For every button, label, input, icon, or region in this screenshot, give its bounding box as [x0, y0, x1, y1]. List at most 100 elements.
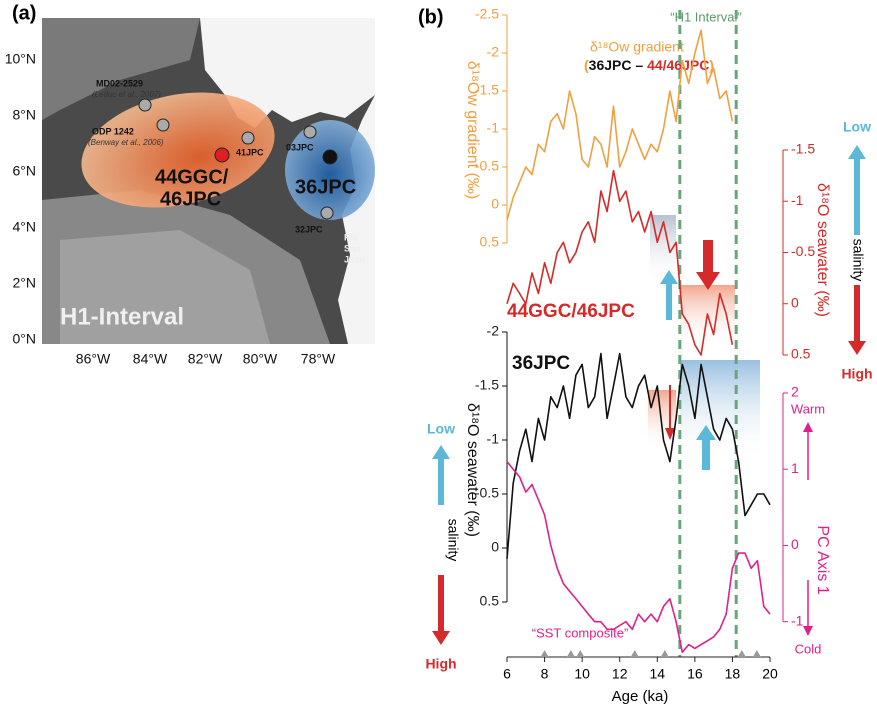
sst-sample	[738, 650, 746, 657]
arrow	[803, 626, 813, 636]
pc-warm: Warm	[791, 401, 825, 416]
salinity-low: Low	[427, 421, 455, 437]
body: {"panel_a": {"label": "(a)", "lat_labels…	[0, 0, 877, 710]
y-axis-title: PC Axis 1	[814, 525, 831, 594]
salinity-low: Low	[843, 119, 871, 135]
lon-label: 84°W	[133, 351, 168, 367]
region-label: 44GGC/	[155, 166, 229, 188]
sst-sample	[541, 650, 549, 657]
salinity-high: High	[425, 656, 456, 672]
formula-part: 44/46JPC	[647, 57, 709, 73]
site-label: ODP 1242	[92, 126, 134, 136]
arrow	[432, 445, 450, 505]
x-tick-label: 6	[503, 666, 511, 682]
x-tick-label: 12	[612, 666, 628, 682]
y-tick-label: -2	[487, 44, 500, 60]
lat-label: 6°N	[13, 163, 37, 179]
y-tick-label: -1.5	[475, 377, 499, 393]
y-tick-label: -2	[487, 323, 500, 339]
site-point	[157, 119, 169, 131]
x-tick-label: 16	[687, 666, 703, 682]
river-label: Juan	[344, 254, 365, 264]
panel-label: (b)	[418, 6, 444, 28]
lon-label: 80°W	[243, 351, 278, 367]
y-tick-label: 2	[791, 384, 799, 400]
shading	[680, 360, 760, 460]
y-tick-label: 0.5	[480, 593, 500, 609]
y-tick-label: -1.5	[791, 141, 815, 157]
site-label: 32JPC	[295, 224, 323, 234]
salinity-high: High	[841, 366, 872, 382]
series-label: δ¹⁸Ow gradient	[590, 39, 684, 55]
y-tick-label: -1	[791, 612, 804, 628]
pc-cold: Cold	[795, 641, 822, 656]
y-tick-label: 0	[491, 196, 499, 212]
river-label: Rio	[344, 232, 359, 242]
y-tick-label: 0	[791, 536, 799, 552]
salinity-word: salinity	[445, 519, 461, 562]
x-tick-label: 10	[574, 666, 590, 682]
y-tick-label: -1	[487, 120, 500, 136]
arrow	[848, 145, 866, 235]
series-line	[507, 462, 770, 653]
sst-sample	[753, 650, 761, 657]
arrow	[848, 285, 866, 355]
x-axis-title: Age (ka)	[612, 688, 669, 705]
site-point	[242, 132, 254, 144]
site-point	[215, 148, 229, 162]
lat-label: 10°N	[5, 51, 36, 67]
river-label: San	[344, 243, 361, 253]
region-label: 46JPC	[160, 188, 221, 210]
y-tick-label: -1	[791, 192, 804, 208]
arrow	[696, 240, 720, 290]
region-36jpc	[285, 120, 375, 220]
lat-label: 0°N	[13, 331, 37, 347]
panel-label: (a)	[12, 2, 36, 24]
sst-sample	[567, 650, 575, 657]
site-point	[304, 126, 316, 138]
x-tick-label: 14	[649, 666, 665, 682]
map-panel: (a) MD02-2529 (Leduc et al., 2007) ODP 1…	[5, 2, 375, 366]
arrow	[803, 422, 813, 432]
arrow	[432, 575, 450, 645]
salinity-word: salinity	[850, 239, 866, 282]
sst-sample	[631, 650, 639, 657]
series-label: 36JPC	[512, 353, 570, 374]
site-point	[321, 207, 333, 219]
y-tick-label: 0.5	[791, 346, 811, 362]
lat-label: 4°N	[13, 219, 37, 235]
site-label: 03JPC	[286, 142, 314, 152]
y-tick-label: 0	[491, 539, 499, 555]
x-tick-label: 8	[541, 666, 549, 682]
y-axis-title: δ¹⁸O seawater (‰)	[464, 403, 481, 537]
site-ref: (Benway et al., 2006)	[88, 138, 164, 147]
sst-label: “SST composite”	[532, 625, 629, 640]
formula-part: –	[631, 57, 647, 73]
y-tick-label: 1	[791, 460, 799, 476]
region-label: 36JPC	[295, 176, 356, 198]
lat-label: 8°N	[13, 107, 37, 123]
y-tick-label: 0	[791, 294, 799, 310]
y-axis-title: δ¹⁸Ow gradient (‰)	[464, 61, 481, 199]
x-tick-label: 20	[762, 666, 778, 682]
lon-label: 82°W	[188, 351, 223, 367]
y-tick-label: -2.5	[475, 6, 499, 22]
lon-label: 86°W	[76, 351, 111, 367]
sst-sample	[576, 650, 584, 657]
x-tick-label: 18	[725, 666, 741, 682]
y-tick-label: -0.5	[791, 243, 815, 259]
y-tick-label: -1	[487, 431, 500, 447]
interval-label: H1-Interval	[60, 303, 184, 330]
site-label: 41JPC	[236, 147, 264, 157]
site-point	[139, 99, 151, 111]
sst-sample	[661, 650, 669, 657]
site-label: MD02-2529	[96, 78, 143, 88]
site-ref: (Leduc et al., 2007)	[92, 90, 161, 99]
formula: (36JPC – 44/46JPC)	[584, 57, 714, 73]
figure: (a) MD02-2529 (Leduc et al., 2007) ODP 1…	[0, 0, 877, 710]
y-tick-label: 0.5	[480, 234, 500, 250]
site-point	[323, 150, 337, 164]
formula-part: 36JPC	[589, 57, 632, 73]
lon-label: 78°W	[301, 351, 336, 367]
y-axis-title: δ¹⁸O seawater (‰)	[814, 183, 831, 317]
